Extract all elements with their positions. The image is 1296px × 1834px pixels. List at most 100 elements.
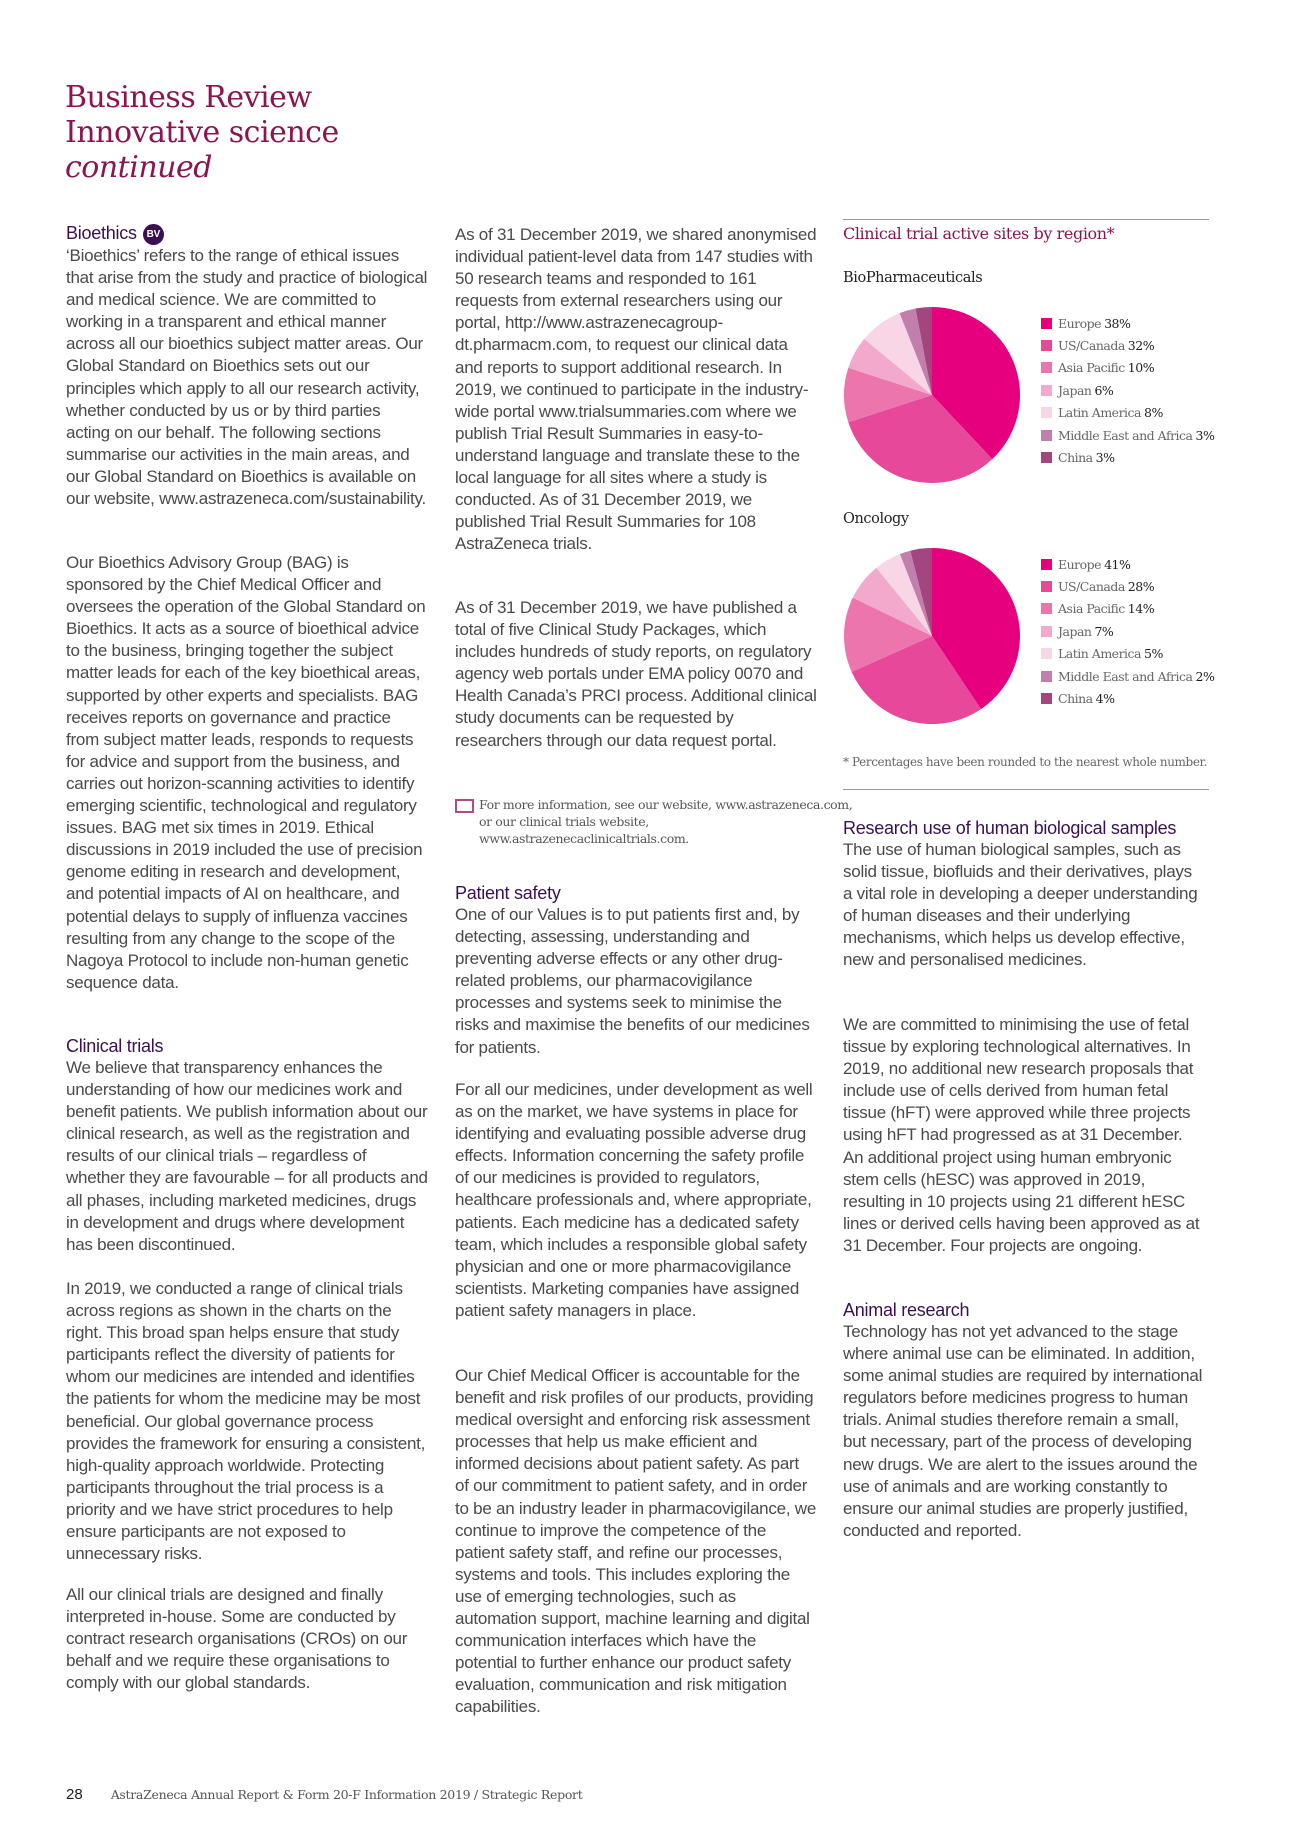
paragraph-block: As of 31 December 2019, we have publishe… bbox=[455, 597, 817, 752]
pie-slice-china bbox=[910, 548, 932, 636]
legend-item: China 3% bbox=[1041, 446, 1214, 468]
bv-badge-icon: BV bbox=[142, 224, 164, 245]
paragraph: Technology has not yet advanced to the s… bbox=[843, 1322, 1203, 1540]
legend-label: Japan bbox=[1058, 623, 1092, 639]
paragraph: As of 31 December 2019, we have publishe… bbox=[455, 598, 817, 750]
legend-item: China 4% bbox=[1041, 687, 1214, 709]
pie-slice-middle-east-and-africa bbox=[899, 308, 932, 395]
legend-item: Asia Pacific 14% bbox=[1041, 598, 1214, 620]
legend-label: Latin America bbox=[1058, 646, 1142, 662]
legend-label: Asia Pacific bbox=[1058, 601, 1125, 617]
patient-safety-section: Patient safety One of our Values is to p… bbox=[455, 882, 817, 1059]
pie-slice-asia-pacific bbox=[844, 597, 932, 672]
pie-slice-us-canada bbox=[851, 636, 982, 724]
paragraph: All our clinical trials are designed and… bbox=[66, 1585, 408, 1693]
legend-label: US/Canada bbox=[1058, 579, 1125, 595]
legend-biopharma: Europe 38% US/Canada 32% Asia Pacific 10% Japa… bbox=[1041, 312, 1215, 469]
legend-item: Japan 6% bbox=[1041, 379, 1214, 401]
legend-swatch bbox=[1041, 625, 1052, 637]
divider bbox=[843, 219, 1209, 220]
paragraph-block: For all our medicines, under development… bbox=[455, 1079, 817, 1322]
legend-label: China bbox=[1058, 450, 1093, 466]
report-title: AstraZeneca Annual Report & Form 20-F In… bbox=[110, 1787, 583, 1802]
legend-swatch bbox=[1041, 384, 1052, 396]
chart-title: Clinical trial active sites by region* bbox=[843, 224, 1115, 243]
paragraph: In 2019, we conducted a range of clinica… bbox=[66, 1279, 426, 1564]
section-title: Business Review bbox=[65, 80, 312, 115]
legend-value: 41% bbox=[1104, 556, 1131, 572]
legend-value: 6% bbox=[1094, 382, 1114, 398]
paragraph: ‘Bioethics’ refers to the range of ethic… bbox=[66, 246, 428, 509]
animal-research-section: Animal research Technology has not yet a… bbox=[843, 1299, 1205, 1542]
pie-slice-china bbox=[915, 307, 932, 395]
legend-item: Asia Pacific 10% bbox=[1041, 357, 1214, 379]
legend-swatch bbox=[1041, 603, 1052, 615]
clinical-trials-heading: Clinical trials bbox=[66, 1036, 164, 1056]
legend-item: Japan 7% bbox=[1041, 620, 1214, 642]
paragraph: We are committed to minimising the use o… bbox=[843, 1015, 1200, 1255]
legend-item: Europe 38% bbox=[1041, 312, 1214, 334]
legend-swatch bbox=[1041, 558, 1052, 570]
paragraph-block: As of 31 December 2019, we shared anonym… bbox=[455, 224, 817, 555]
patient-safety-heading: Patient safety bbox=[455, 883, 561, 903]
legend-value: 3% bbox=[1195, 427, 1215, 443]
pie-charts bbox=[844, 307, 1021, 724]
page-subtitle: Innovative science bbox=[65, 115, 339, 150]
paragraph: As of 31 December 2019, we shared anonym… bbox=[455, 225, 817, 554]
legend-label: Middle East and Africa bbox=[1058, 668, 1193, 684]
paragraph: One of our Values is to put patients fir… bbox=[455, 905, 810, 1057]
pie-slice-latin-america bbox=[864, 313, 932, 395]
bioethics-heading: Bioethics BV bbox=[66, 222, 428, 245]
legend-swatch bbox=[1041, 407, 1052, 419]
paragraph-block: All our clinical trials are designed and… bbox=[66, 1584, 428, 1694]
legend-swatch bbox=[1041, 452, 1052, 464]
paragraph: Our Bioethics Advisory Group (BAG) is sp… bbox=[66, 553, 426, 992]
legend-item: US/Canada 28% bbox=[1041, 575, 1214, 597]
human-samples-section: Research use of human biological samples… bbox=[843, 817, 1205, 972]
legend-label: US/Canada bbox=[1058, 338, 1125, 354]
legend-value: 8% bbox=[1144, 405, 1163, 421]
legend-label: Europe bbox=[1058, 556, 1102, 572]
paragraph-block: Our Chief Medical Officer is accountable… bbox=[455, 1365, 817, 1719]
chart-subtitle-oncology: Oncology bbox=[843, 511, 909, 527]
page-footer: 28 AstraZeneca Annual Report & Form 20-F … bbox=[66, 1786, 583, 1803]
legend-label: Asia Pacific bbox=[1058, 360, 1125, 376]
legend-swatch bbox=[1041, 648, 1052, 660]
legend-swatch bbox=[1041, 429, 1052, 441]
legend-value: 32% bbox=[1127, 338, 1155, 354]
legend-label: Latin America bbox=[1058, 405, 1142, 421]
legend-item: US/Canada 32% bbox=[1041, 334, 1214, 356]
legend-item: Europe 41% bbox=[1041, 553, 1214, 575]
paragraph: The use of human biological samples, suc… bbox=[843, 840, 1198, 970]
legend-label: China bbox=[1058, 691, 1093, 707]
paragraph-block: In 2019, we conducted a range of clinica… bbox=[66, 1278, 428, 1565]
legend-value: 5% bbox=[1144, 646, 1163, 662]
legend-swatch bbox=[1041, 581, 1052, 593]
more-info-text: For more information, see our website, w… bbox=[479, 797, 853, 846]
paragraph-block: We are committed to minimising the use o… bbox=[843, 1014, 1205, 1257]
legend-swatch bbox=[1041, 317, 1052, 329]
page-number: 28 bbox=[66, 1786, 83, 1803]
pie-slice-europe bbox=[932, 548, 1021, 710]
paragraph: For all our medicines, under development… bbox=[455, 1080, 813, 1320]
paragraph: We believe that transparency enhances th… bbox=[66, 1058, 428, 1254]
legend-item: Latin America 8% bbox=[1041, 402, 1214, 424]
bioethics-section: Bioethics BV ‘Bioethics’ refers to the ra… bbox=[66, 222, 428, 510]
legend-value: 2% bbox=[1195, 668, 1215, 684]
clinical-trials-section: Clinical trials We believe that transpar… bbox=[66, 1035, 428, 1256]
legend-swatch bbox=[1041, 362, 1052, 374]
legend-item: Middle East and Africa 2% bbox=[1041, 665, 1215, 687]
pie-slice-europe bbox=[932, 307, 1021, 460]
pie-slice-us-canada bbox=[848, 395, 993, 484]
legend-item: Latin America 5% bbox=[1041, 643, 1214, 665]
legend-item: Middle East and Africa 3% bbox=[1041, 424, 1215, 446]
chart-footnote: * Percentages have been rounded to the n… bbox=[843, 755, 1207, 769]
legend-value: 4% bbox=[1095, 691, 1115, 707]
legend-oncology: Europe 41% US/Canada 28% Asia Pacific 14% Japa… bbox=[1041, 553, 1215, 710]
paragraph: Our Chief Medical Officer is accountable… bbox=[455, 1366, 817, 1717]
legend-label: Middle East and Africa bbox=[1058, 427, 1193, 443]
legend-label: Japan bbox=[1058, 382, 1092, 398]
pie-slice-japan bbox=[848, 338, 932, 395]
human-samples-heading: Research use of human biological samples bbox=[843, 818, 1177, 838]
